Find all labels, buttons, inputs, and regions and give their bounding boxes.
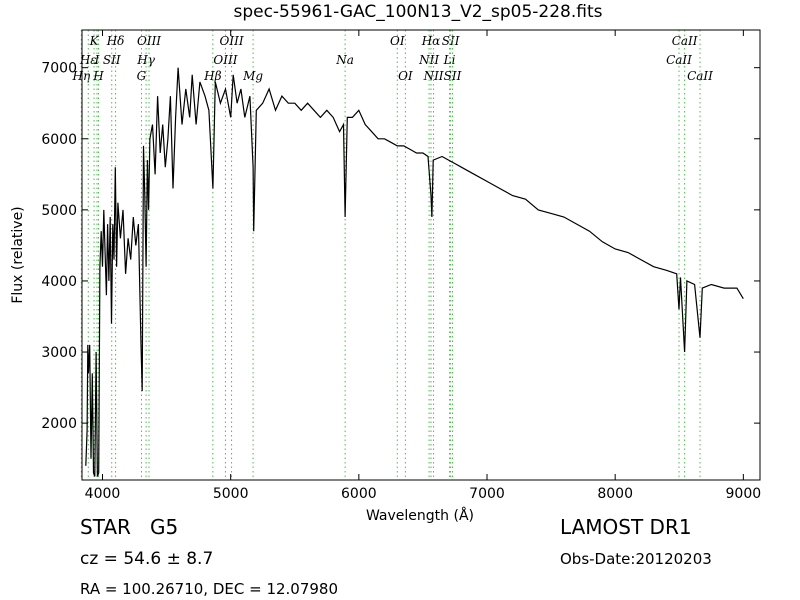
x-tick-label: 6000	[341, 486, 377, 502]
plot-frame	[81, 29, 761, 481]
spectral-line-label: NII	[418, 53, 439, 67]
spectral-line-label: Na	[335, 53, 354, 67]
spectral-line-label: G	[137, 69, 147, 83]
spectral-line-label: Hβ	[203, 69, 221, 83]
coordinates: RA = 100.26710, DEC = 12.07980	[80, 580, 338, 598]
spectral-line-label: Mg	[242, 69, 263, 83]
x-tick-label: 8000	[597, 486, 633, 502]
y-tick-label: 6000	[41, 132, 77, 148]
redshift: cz = 54.6 ± 8.7	[80, 549, 213, 569]
x-tick-label: 5000	[213, 486, 249, 502]
y-tick-label: 3000	[41, 345, 77, 361]
x-tick-label: 7000	[469, 486, 505, 502]
spectral-line-label: CaII	[666, 53, 692, 67]
spectral-line-label: CaII	[687, 69, 713, 83]
spectral-line-label: Hδ	[106, 34, 125, 48]
object-class: STAR G5	[80, 515, 178, 539]
spectral-line-label: NII	[423, 69, 444, 83]
y-tick-label: 4000	[41, 274, 77, 290]
spectral-line-label: OIII	[213, 53, 237, 67]
spectral-line-label: Hγ	[136, 53, 155, 67]
x-tick-label: 9000	[726, 486, 762, 502]
survey: LAMOST DR1	[560, 515, 692, 539]
x-axis-label: Wavelength (Å)	[366, 507, 474, 524]
y-tick-label: 2000	[41, 416, 77, 432]
spectral-line-label: Li	[443, 53, 456, 67]
y-tick-label: 5000	[41, 203, 77, 219]
spectral-line-label: K	[89, 34, 100, 48]
y-tick-label: 7000	[41, 61, 77, 77]
spectral-line-label: SII	[444, 69, 462, 83]
spectral-line-label: OI	[398, 69, 413, 83]
spectrum-line	[85, 67, 744, 477]
spectral-line-label: CaII	[672, 34, 698, 48]
spectral-line-label: SII	[442, 34, 460, 48]
chart-title: spec-55961-GAC_100N13_V2_sp05-228.fits	[233, 2, 602, 22]
spectral-line-label: OI	[390, 34, 405, 48]
x-tick-label: 4000	[85, 486, 121, 502]
y-axis-label: Flux (relative)	[10, 206, 26, 303]
spectral-line-label: Hε	[79, 53, 97, 67]
spectral-line-label: OIII	[137, 34, 161, 48]
spectral-line-label: I	[94, 53, 100, 67]
spectral-line-label: OIII	[220, 34, 244, 48]
obs-date: Obs-Date:20120203	[560, 550, 712, 568]
spectral-line-label: H	[92, 69, 104, 83]
spectral-line-label: SII	[103, 53, 121, 67]
spectral-line-label: Hα	[421, 34, 441, 48]
spectral-line-label: Hη	[72, 69, 91, 83]
